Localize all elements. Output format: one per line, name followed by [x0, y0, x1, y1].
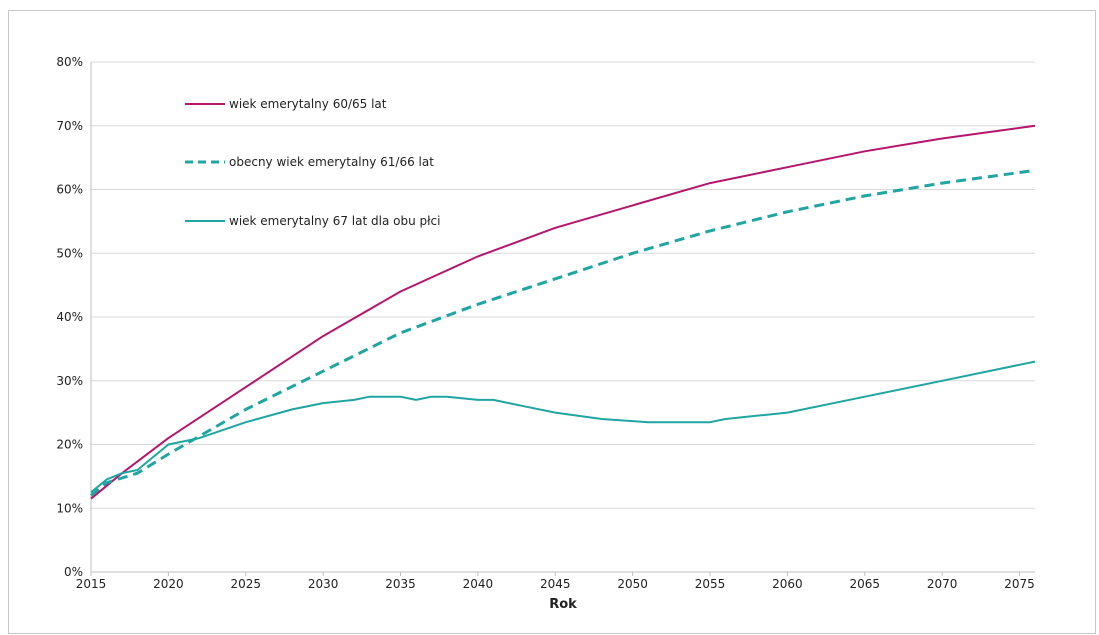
y-tick-label: 60%: [56, 183, 83, 197]
y-tick-label: 0%: [64, 565, 83, 579]
x-tick-label: 2075: [1004, 577, 1035, 591]
y-tick-label: 40%: [56, 310, 83, 324]
y-tick-label: 50%: [56, 246, 83, 260]
x-tick-label: 2035: [385, 577, 416, 591]
axes: [90, 62, 1035, 576]
x-tick-label: 2025: [230, 577, 261, 591]
x-tick-label: 2040: [463, 577, 494, 591]
series-line-1: [90, 124, 1036, 500]
y-tick-labels: 0% 10% 20% 30% 40% 50% 60% 70% 80%: [56, 55, 83, 579]
legend-label-3: wiek emerytalny 67 lat dla obu płci: [229, 214, 440, 228]
line-chart: 0%10%20%30%40%50%60%70%80% 2015 2020 2025 2…: [56, 55, 1036, 612]
x-tick-label: 2055: [695, 577, 726, 591]
x-tick-label: 2045: [540, 577, 571, 591]
x-tick-label: 2030: [308, 577, 339, 591]
series-line-2: [90, 168, 1036, 497]
y-tick-label: 10%: [56, 501, 83, 515]
y-tick-label: 80%: [56, 55, 83, 69]
gridlines: [91, 61, 1035, 509]
series-lines: [90, 124, 1036, 500]
x-tick-labels: 2015 2020 2025 2030 2035 2040 2045 2050 2055 2060…: [76, 577, 1035, 591]
x-tick-label: 2065: [849, 577, 880, 591]
x-tick-label: 2060: [772, 577, 803, 591]
x-tick-label: 2050: [617, 577, 648, 591]
legend: wiek emerytalny 60/65 lat obecny wiek eme…: [185, 97, 440, 228]
y-tick-label: 70%: [56, 119, 83, 133]
legend-label-2: obecny wiek emerytalny 61/66 lat: [229, 155, 434, 169]
y-tick-label: 30%: [56, 374, 83, 388]
x-tick-label: 2020: [153, 577, 184, 591]
y-tick-label: 20%: [56, 438, 83, 452]
x-tick-label: 2015: [76, 577, 107, 591]
x-axis-title: Rok: [549, 597, 577, 612]
chart-frame: 0% 10% 20% 30% 40% 50% 60% 70% 80% 2015 2020 2025 2…: [8, 10, 1096, 634]
legend-label-1: wiek emerytalny 60/65 lat: [229, 97, 387, 111]
series-line-3: [90, 360, 1036, 494]
x-tick-label: 2070: [927, 577, 958, 591]
